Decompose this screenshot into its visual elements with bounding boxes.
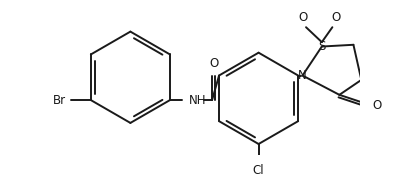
Text: O: O — [209, 57, 218, 70]
Text: O: O — [298, 11, 307, 24]
Text: Br: Br — [53, 94, 66, 107]
Text: Cl: Cl — [253, 164, 264, 176]
Text: NH: NH — [189, 94, 207, 107]
Text: O: O — [331, 11, 340, 24]
Text: O: O — [373, 99, 382, 112]
Text: S: S — [318, 40, 325, 53]
Text: N: N — [298, 69, 307, 82]
